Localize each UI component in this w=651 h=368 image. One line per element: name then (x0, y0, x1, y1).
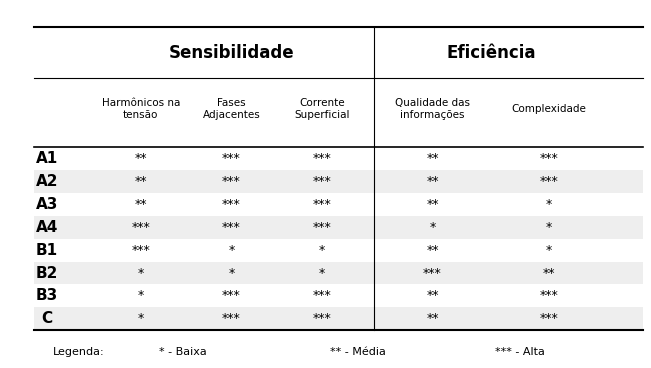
Text: *: * (137, 289, 144, 302)
Bar (34, 216, 643, 239)
Text: **: ** (426, 175, 439, 188)
Text: A4: A4 (36, 220, 58, 235)
Text: ***: *** (222, 221, 241, 234)
Text: **: ** (426, 198, 439, 211)
Text: Fases
Adjacentes: Fases Adjacentes (202, 98, 260, 120)
Text: A3: A3 (36, 197, 58, 212)
Text: ***: *** (540, 289, 559, 302)
Text: **: ** (135, 152, 147, 165)
Text: **: ** (426, 244, 439, 257)
Text: ***: *** (313, 152, 331, 165)
Text: *: * (546, 198, 552, 211)
Text: ***: *** (132, 221, 150, 234)
Text: Legenda:: Legenda: (53, 347, 105, 357)
Bar (34, 239, 643, 262)
Text: A2: A2 (36, 174, 58, 189)
Text: *: * (546, 244, 552, 257)
Text: C: C (41, 311, 52, 326)
Text: ***: *** (313, 312, 331, 325)
Text: *: * (429, 221, 436, 234)
Text: Corrente
Superficial: Corrente Superficial (294, 98, 350, 120)
Bar (34, 262, 643, 284)
Text: Eficiência: Eficiência (446, 43, 536, 61)
Text: *: * (319, 266, 326, 280)
Text: ***: *** (222, 312, 241, 325)
Text: ***: *** (423, 266, 442, 280)
Text: **: ** (426, 312, 439, 325)
Text: ***: *** (222, 175, 241, 188)
Text: *: * (137, 266, 144, 280)
Text: *: * (137, 312, 144, 325)
Text: *: * (229, 266, 234, 280)
Text: ***: *** (313, 289, 331, 302)
Text: **: ** (135, 198, 147, 211)
Bar (34, 284, 643, 307)
Text: *: * (546, 221, 552, 234)
Text: ***: *** (313, 198, 331, 211)
Text: Sensibilidade: Sensibilidade (169, 43, 294, 61)
Text: ***: *** (222, 198, 241, 211)
Text: ** - Média: ** - Média (330, 347, 386, 357)
Text: B3: B3 (36, 289, 58, 303)
Text: * - Baixa: * - Baixa (159, 347, 207, 357)
Text: ***: *** (313, 175, 331, 188)
Text: *: * (319, 244, 326, 257)
Text: ***: *** (540, 312, 559, 325)
Bar (34, 170, 643, 193)
Text: ***: *** (540, 152, 559, 165)
Bar (34, 27, 643, 148)
Text: ***: *** (222, 152, 241, 165)
Text: **: ** (426, 289, 439, 302)
Text: A1: A1 (36, 151, 58, 166)
Text: **: ** (543, 266, 555, 280)
Bar (34, 193, 643, 216)
Text: ***: *** (132, 244, 150, 257)
Text: Complexidade: Complexidade (512, 104, 587, 114)
Text: Harmônicos na
tensão: Harmônicos na tensão (102, 98, 180, 120)
Bar (34, 148, 643, 170)
Text: ***: *** (540, 175, 559, 188)
Text: ***: *** (313, 221, 331, 234)
Bar (34, 307, 643, 330)
Text: B2: B2 (36, 266, 58, 280)
Text: *: * (229, 244, 234, 257)
Text: Qualidade das
informações: Qualidade das informações (395, 98, 470, 120)
Text: B1: B1 (36, 243, 58, 258)
Text: **: ** (135, 175, 147, 188)
Text: **: ** (426, 152, 439, 165)
Text: *** - Alta: *** - Alta (495, 347, 545, 357)
Text: ***: *** (222, 289, 241, 302)
